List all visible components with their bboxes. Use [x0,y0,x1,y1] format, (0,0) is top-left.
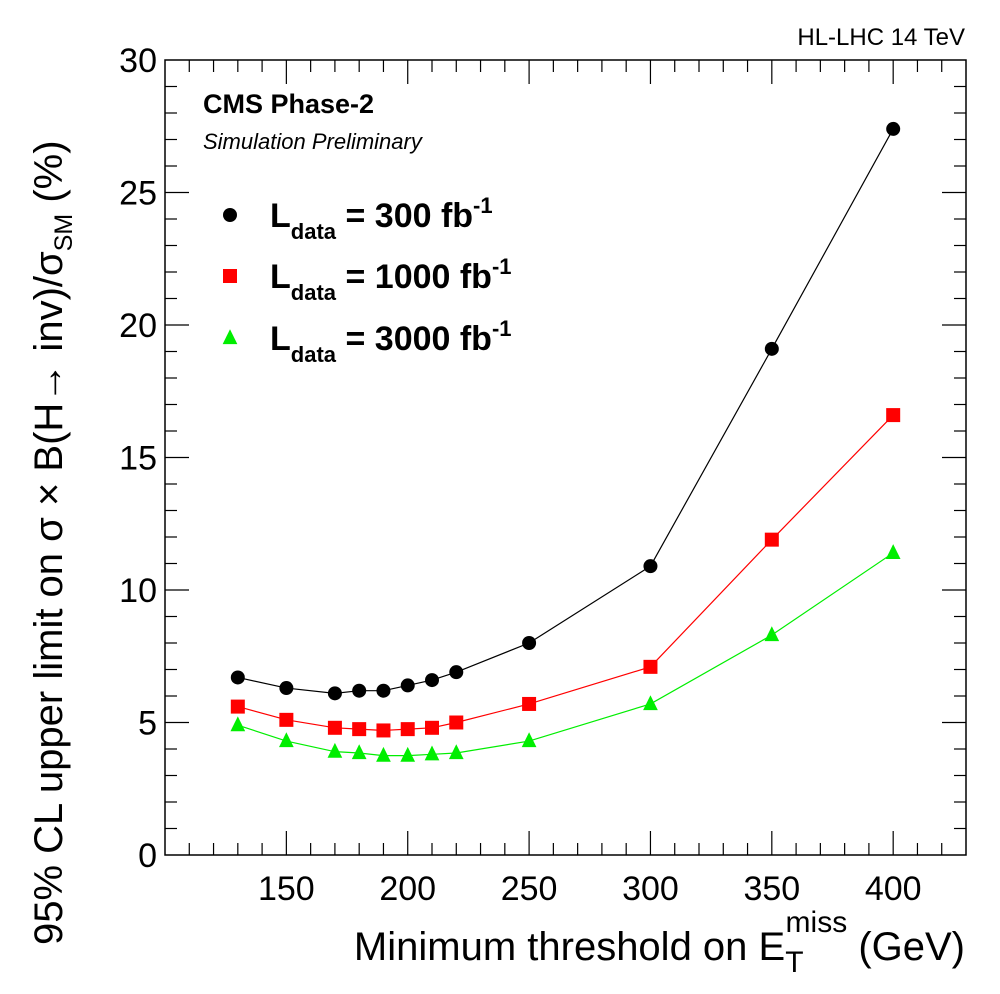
y-tick-label: 25 [119,175,157,213]
y-tick-label: 10 [119,572,157,610]
data-point [223,269,237,283]
series-line [237,414,894,732]
legend-label: Ldata = 1000 fb-1 [270,254,512,305]
data-point [764,532,779,547]
data-point [230,699,245,714]
legend-label-main: L [270,258,291,296]
y-tick-labels: 0 5 10 15 20 25 30 [119,42,157,875]
data-point [279,681,294,696]
legend-label-value: = 1000 fb [336,258,492,296]
data-point [400,722,415,737]
x-tick-label: 300 [622,870,679,908]
data-point [424,745,440,761]
x-axis-title-suffix: (GeV) [847,925,965,969]
legend-label-sub: data [291,280,337,305]
x-tick-label: 400 [865,870,922,908]
legend-label-sup: -1 [492,316,512,341]
data-point [449,665,464,680]
data-point [448,744,464,760]
y-axis-title-sub: SM [50,214,78,252]
y-tick-label: 5 [138,705,157,743]
data-point [643,695,658,711]
data-point [643,659,658,674]
data-point [425,673,439,688]
series-layer [230,121,901,762]
legend-label-sub: data [291,342,337,367]
data-point [327,686,342,701]
x-axis-title-sub: T [785,946,803,979]
data-point [327,742,343,758]
data-point [279,732,294,748]
y-tick-label: 0 [138,837,157,875]
legend-label-value: = 300 fb [336,197,473,235]
legend-label: Ldata = 3000 fb-1 [270,316,512,367]
x-tick-label: 250 [501,870,558,908]
x-axis-title-prefix: Minimum threshold on E [354,925,785,969]
data-point [230,716,246,732]
series-2 [230,408,901,738]
y-axis-title-prefix: 95% CL upper limit on σ × B(H→ inv)/σ [27,251,71,945]
data-point [400,746,416,762]
data-point [352,683,367,698]
legend-label-sup: -1 [473,193,493,218]
data-point [400,678,415,693]
data-point [376,723,391,738]
data-point [886,121,901,136]
data-point [764,341,779,356]
x-axis-title-sup: miss [786,906,848,939]
y-axis-title: 95% CL upper limit on σ × B(H→ inv)/σSM … [27,140,78,945]
data-point [521,732,537,748]
legend-label-main: L [270,320,291,358]
data-point [643,559,658,574]
data-point [222,329,238,345]
series-line [237,552,894,757]
legend-label-sub: data [291,219,337,244]
legend-label: Ldata = 300 fb-1 [270,193,493,244]
x-tick-label: 350 [743,870,800,908]
series-3 [230,544,901,762]
data-point [885,544,901,560]
y-tick-label: 20 [119,307,157,345]
data-point [886,408,901,423]
energy-label: HL-LHC 14 TeV [797,24,965,51]
experiment-name: CMS Phase-2 [203,89,374,119]
data-point [327,720,342,735]
data-point [449,715,464,730]
data-point [351,744,367,760]
data-point [376,683,391,698]
data-point [223,208,237,222]
legend-entry: Ldata = 300 fb-1 [223,193,493,244]
series-line [237,128,894,694]
data-point [522,636,537,650]
data-point [425,720,439,735]
legend-label-sup: -1 [492,254,512,279]
data-point [764,626,780,642]
data-point [352,722,367,737]
x-tick-label: 200 [379,870,436,908]
legend-label-value: = 3000 fb [336,320,492,358]
x-tick-labels: 150 200 250 300 350 400 [258,870,922,908]
x-axis-title: Minimum threshold on ETmiss (GeV) [354,906,965,979]
experiment-status: Simulation Preliminary [203,129,424,154]
axis-ticks [165,60,966,855]
legend-entry: Ldata = 3000 fb-1 [222,316,512,367]
x-tick-label: 150 [258,870,315,908]
series-1 [230,121,901,701]
data-point [279,712,294,727]
data-point [230,670,245,685]
y-tick-label: 30 [119,42,157,80]
legend-entry: Ldata = 1000 fb-1 [223,254,512,305]
y-axis-title-suffix: (%) [27,140,71,213]
y-tick-label: 15 [119,440,157,478]
data-point [376,746,391,762]
data-point [522,696,537,711]
legend-label-main: L [270,197,291,235]
